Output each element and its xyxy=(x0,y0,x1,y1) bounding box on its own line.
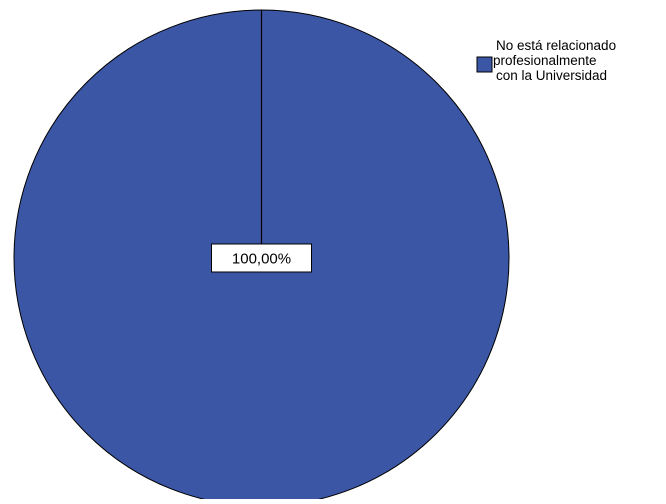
legend-label-line: No está relacionado xyxy=(496,38,616,53)
slice-data-label: 100,00% xyxy=(211,243,312,273)
legend-label-line: profesionalmente xyxy=(493,53,597,68)
data-label-text: 100,00% xyxy=(232,251,291,268)
pie-data-labels: 100,00% xyxy=(211,243,312,273)
data-label-box xyxy=(211,243,312,273)
legend-label-line: con la Universidad xyxy=(496,68,607,83)
legend-swatch xyxy=(476,56,493,73)
